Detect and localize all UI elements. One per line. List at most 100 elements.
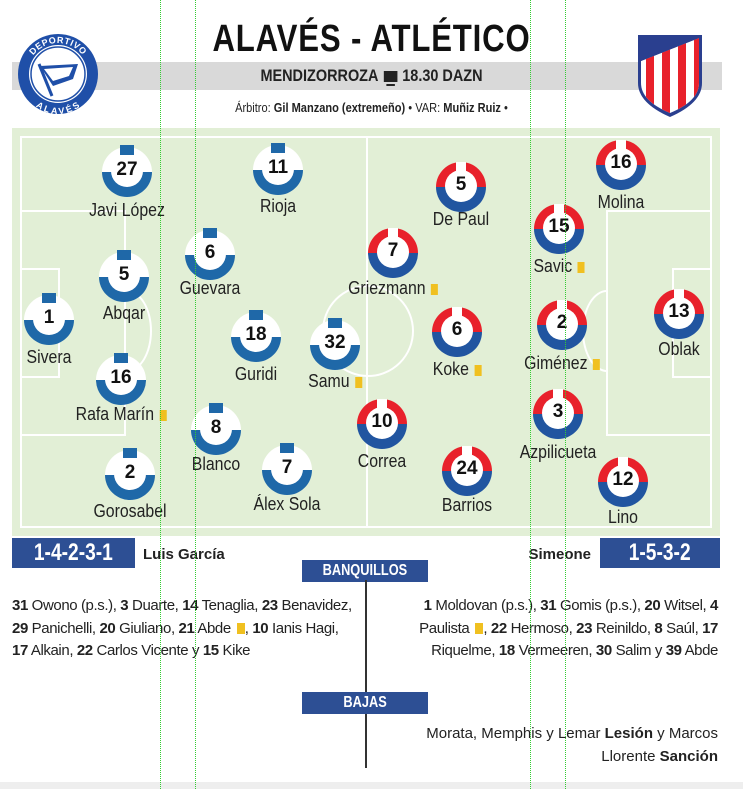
badge-inner	[108, 260, 140, 292]
referee: Gil Manzano (extremeño)	[273, 100, 406, 115]
player-number: 1	[43, 307, 55, 328]
player-name: Savic	[497, 256, 620, 277]
yellow-card-icon	[354, 376, 362, 388]
badge-inner	[377, 236, 409, 268]
badge-inner	[105, 363, 137, 395]
yellow-card-icon	[236, 623, 245, 635]
player-name: Gorosabel	[93, 501, 167, 521]
badge-tab	[117, 250, 131, 260]
player-number: 5	[455, 174, 467, 195]
absences-text: Morata, Memphis y Lemar Lesión y Marcos …	[426, 725, 718, 765]
header-band	[12, 62, 722, 90]
bench-player: 17 Riquelme	[431, 619, 718, 660]
player-number: 32	[324, 332, 346, 353]
player-name: Correa	[357, 451, 407, 471]
var-label: VAR:	[415, 100, 441, 115]
venue: MENDIZORROZA	[260, 66, 379, 85]
player-name: Azpilicueta	[519, 442, 597, 462]
match-title: ALAVÉS - ATLÉTICO	[212, 18, 531, 60]
bench-player: 18 Vermeeren	[498, 642, 589, 659]
home-bench-list: 31 Owono (p.s.), 3 Duarte, 14 Tenaglia, …	[12, 597, 352, 659]
bench-player: 3 Duarte	[120, 597, 175, 614]
player-number: 12	[612, 469, 634, 490]
player-number: 15	[548, 216, 570, 237]
match-info: MENDIZORROZA 18.30 DAZN	[56, 66, 688, 87]
bench-player: 20 Witsel	[644, 597, 703, 614]
bench-player: 22 Hermoso	[490, 619, 569, 637]
bench-player: 23 Benavidez	[261, 597, 349, 614]
absences-title: BAJAS	[302, 692, 428, 714]
away-formation: 1-5-3-2	[600, 538, 720, 568]
player-name: Sivera	[26, 347, 72, 367]
player-name: Javi López	[89, 200, 165, 220]
bench-player: 20 Giuliano	[99, 619, 171, 637]
tv-icon	[383, 71, 398, 87]
badge-inner	[451, 454, 483, 486]
bench-player: 15 Kike	[202, 642, 251, 659]
player-name: Guridi	[234, 364, 278, 384]
badge-inner	[271, 453, 303, 485]
bench-player: 14 Tenaglia	[182, 597, 255, 614]
badge-stripe	[553, 389, 563, 403]
player-name: Koke	[395, 359, 518, 380]
badge-stripe	[452, 307, 462, 321]
player-number: 10	[371, 411, 393, 432]
yellow-card-icon	[577, 261, 585, 273]
badge-inner	[319, 328, 351, 360]
away-coach: Simeone	[528, 546, 591, 563]
badge-tab	[203, 228, 217, 238]
bench-player: 31 Owono (p.s.)	[12, 597, 113, 614]
bench-player: 4 Paulista	[419, 597, 718, 637]
badge-tab	[271, 143, 285, 153]
player-number: 18	[245, 324, 267, 345]
player-name: Abqar	[102, 303, 146, 323]
player-name: Rafa Marín	[59, 404, 182, 425]
bench-player: 22 Carlos Vicente	[76, 642, 189, 659]
player-name: Molina	[597, 192, 645, 212]
badge-inner	[366, 407, 398, 439]
player-number: 24	[456, 458, 478, 479]
player-number: 3	[552, 401, 564, 422]
player-name: Álex Sola	[253, 494, 321, 514]
player-number: 6	[451, 319, 463, 340]
officials: Árbitro: Gil Manzano (extremeño) • VAR: …	[235, 100, 508, 115]
badge-tab	[328, 318, 342, 328]
badge-stripe	[616, 140, 626, 154]
badge-inner	[445, 170, 477, 202]
player-number: 13	[668, 301, 690, 322]
yellow-card-icon	[475, 623, 484, 635]
badge-inner	[194, 238, 226, 270]
bench-player: 17 Alkain	[12, 642, 70, 659]
player-number: 5	[118, 264, 130, 285]
divider-line	[365, 580, 367, 698]
home-formation: 1-4-2-3-1	[12, 538, 135, 568]
bench-player: 21 Abde	[178, 619, 232, 637]
guide-line	[160, 0, 161, 789]
badge-inner	[240, 320, 272, 352]
badge-tab	[249, 310, 263, 320]
player-name: Rioja	[259, 196, 297, 216]
badge-stripe	[618, 457, 628, 471]
badge-inner	[542, 397, 574, 429]
badge-stripe	[462, 446, 472, 460]
time-channel: 18.30 DAZN	[402, 66, 483, 85]
player-name: Guevara	[179, 278, 241, 298]
badge-tab	[280, 443, 294, 453]
badge-inner	[441, 315, 473, 347]
badge-tab	[114, 353, 128, 363]
player-number: 6	[204, 242, 216, 263]
badge-inner	[607, 465, 639, 497]
guide-line	[565, 0, 566, 789]
player-number: 7	[281, 457, 293, 478]
yellow-card-icon	[159, 409, 167, 421]
badge-inner	[33, 303, 65, 335]
player-name: Lino	[608, 507, 638, 527]
badge-stripe	[674, 289, 684, 303]
yellow-card-icon	[474, 364, 482, 376]
badge-tab	[209, 403, 223, 413]
bench-player: 8 Saúl	[654, 619, 695, 637]
away-bench-list: 1 Moldovan (p.s.), 31 Gomis (p.s.), 20 W…	[419, 597, 718, 660]
player-number: 2	[556, 312, 568, 333]
bench-player: 30 Salim	[595, 642, 652, 659]
badge-inner	[663, 297, 695, 329]
